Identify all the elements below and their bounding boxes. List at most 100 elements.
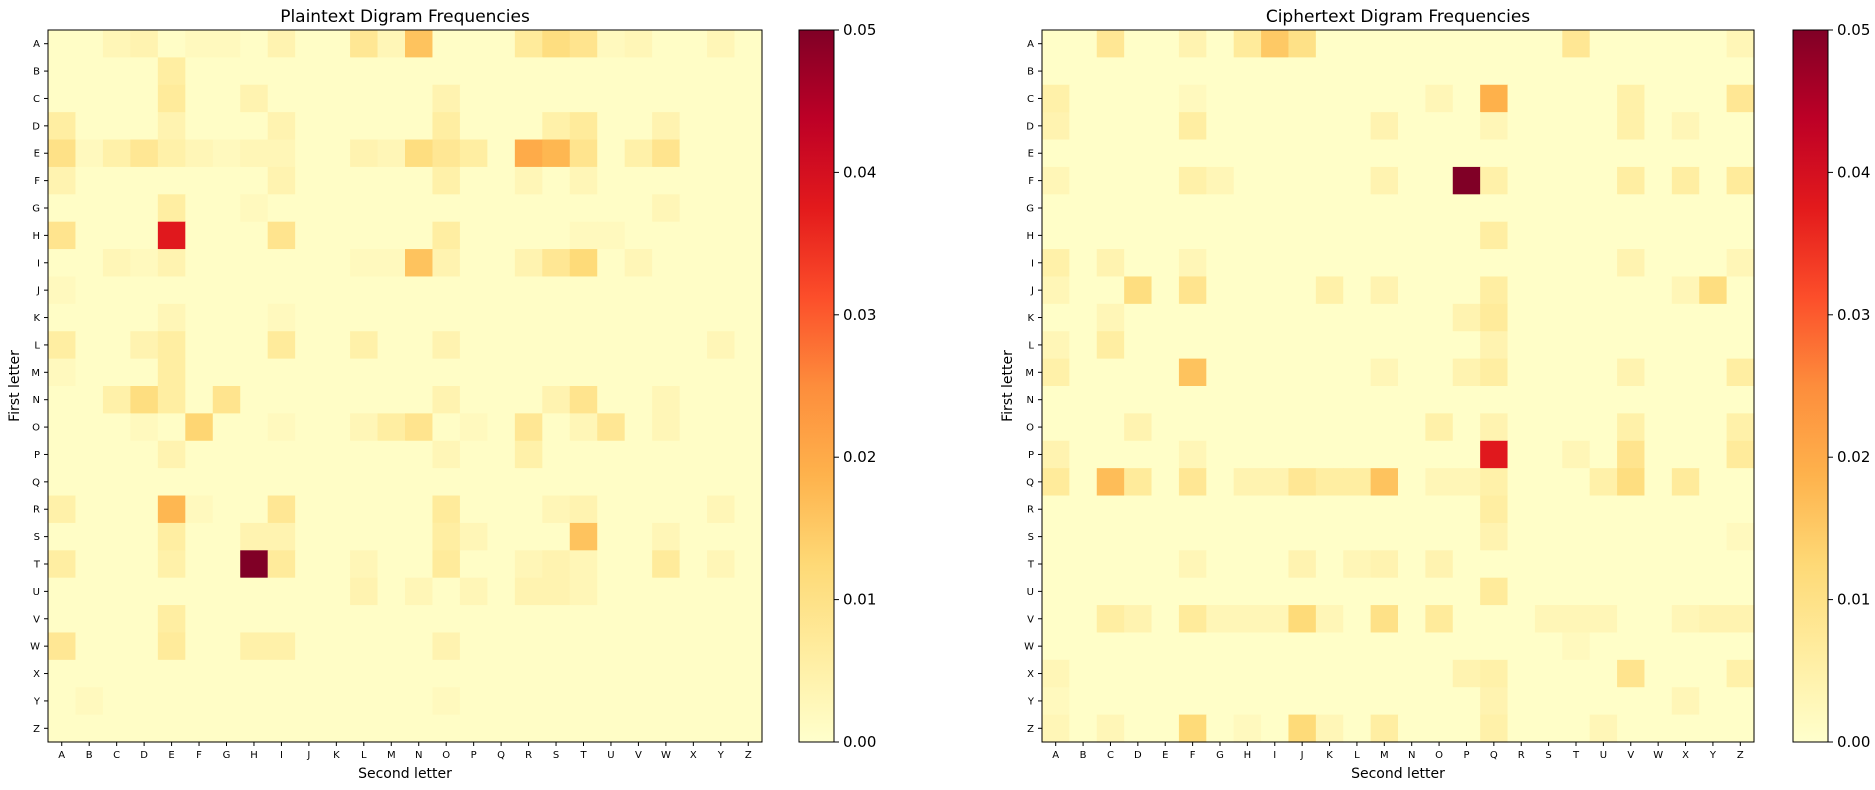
ciphertext-cell-IF <box>1178 249 1207 278</box>
ciphertext-cell-YG <box>1206 687 1235 716</box>
ciphertext-cell-SP <box>1452 522 1481 551</box>
ciphertext-cell-MI <box>1261 358 1290 387</box>
plaintext-cell-MI <box>267 358 296 387</box>
plaintext-cell-GM <box>377 194 406 223</box>
plaintext-cell-XE <box>157 659 186 688</box>
plaintext-cell-CV <box>624 84 653 113</box>
ciphertext-cell-BK <box>1315 57 1344 86</box>
plaintext-chart-title: Plaintext Digram Frequencies <box>280 7 530 27</box>
ciphertext-cell-MR <box>1507 358 1536 387</box>
ciphertext-cell-AZ <box>1726 30 1755 58</box>
plaintext-cell-MY <box>707 358 736 387</box>
plaintext-cell-QV <box>624 468 653 497</box>
plaintext-cell-YN <box>405 687 434 716</box>
plaintext-cell-ND <box>130 386 159 414</box>
plaintext-cell-ZV <box>624 714 653 743</box>
ciphertext-cell-MV <box>1617 358 1646 387</box>
plaintext-cell-ZR <box>514 714 543 743</box>
ciphertext-cell-KL <box>1343 303 1372 332</box>
plaintext-cell-SN <box>405 522 434 551</box>
plaintext-cell-MM <box>377 358 406 387</box>
plaintext-cell-SI <box>267 522 296 551</box>
plaintext-cell-SV <box>624 522 653 551</box>
plaintext-y-tick-label: J <box>36 286 40 297</box>
ciphertext-cell-PH <box>1233 440 1262 469</box>
ciphertext-cell-DY <box>1699 112 1728 141</box>
ciphertext-cell-DS <box>1534 112 1563 141</box>
ciphertext-cell-KW <box>1644 303 1673 332</box>
plaintext-cell-RX <box>679 495 708 524</box>
ciphertext-cell-GP <box>1452 194 1481 223</box>
plaintext-y-tick-label: R <box>33 505 40 516</box>
ciphertext-cell-RG <box>1206 495 1235 524</box>
plaintext-cell-OJ <box>295 413 324 442</box>
plaintext-cell-FQ <box>487 166 516 195</box>
plaintext-cell-HT <box>569 221 598 250</box>
plaintext-cell-WM <box>377 632 406 661</box>
plaintext-cell-OG <box>212 413 241 442</box>
plaintext-cell-OX <box>679 413 708 442</box>
ciphertext-cell-HN <box>1398 221 1426 250</box>
plaintext-cell-XM <box>377 659 406 688</box>
ciphertext-cell-LT <box>1562 331 1591 360</box>
plaintext-cell-ER <box>514 139 543 168</box>
plaintext-cell-JW <box>652 276 681 305</box>
plaintext-cell-FY <box>707 166 736 195</box>
ciphertext-cell-PE <box>1151 440 1180 469</box>
ciphertext-cell-DK <box>1315 112 1344 141</box>
plaintext-cell-QI <box>267 468 296 497</box>
ciphertext-cell-GU <box>1589 194 1618 223</box>
ciphertext-cell-SD <box>1124 522 1153 551</box>
ciphertext-cell-KO <box>1425 303 1454 332</box>
ciphertext-cell-RY <box>1699 495 1728 524</box>
ciphertext-cell-PM <box>1370 440 1399 469</box>
plaintext-cell-GY <box>707 194 736 223</box>
plaintext-x-tick-label: U <box>607 750 614 761</box>
plaintext-x-tick-label: Q <box>497 750 505 761</box>
plaintext-cell-AQ <box>487 30 516 58</box>
plaintext-cell-WG <box>212 632 241 661</box>
ciphertext-cell-ZK <box>1315 714 1344 743</box>
ciphertext-cell-BP <box>1452 57 1481 86</box>
ciphertext-cell-PK <box>1315 440 1344 469</box>
ciphertext-cell-UD <box>1124 577 1153 606</box>
plaintext-cell-YA <box>48 687 77 716</box>
ciphertext-cell-PC <box>1096 440 1125 469</box>
plaintext-cell-ZZ <box>734 714 763 743</box>
ciphertext-cell-ZY <box>1699 714 1728 743</box>
plaintext-cell-AB <box>75 30 104 58</box>
plaintext-cell-VN <box>405 605 434 634</box>
plaintext-cell-TR <box>514 550 543 579</box>
ciphertext-cell-CH <box>1233 84 1262 113</box>
ciphertext-cell-IB <box>1069 249 1098 278</box>
ciphertext-cell-MG <box>1206 358 1235 387</box>
plaintext-cell-AW <box>652 30 681 58</box>
ciphertext-cell-UF <box>1178 577 1207 606</box>
ciphertext-cell-DT <box>1562 112 1591 141</box>
plaintext-cell-NX <box>679 386 708 414</box>
plaintext-cell-SX <box>679 522 708 551</box>
ciphertext-cell-RX <box>1671 495 1700 524</box>
ciphertext-cell-JS <box>1534 276 1563 305</box>
plaintext-cell-AC <box>102 30 131 58</box>
plaintext-cell-KE <box>157 303 186 332</box>
ciphertext-cell-ZJ <box>1288 714 1317 743</box>
ciphertext-cell-NB <box>1069 386 1098 414</box>
plaintext-cell-XC <box>102 659 131 688</box>
ciphertext-cell-IR <box>1507 249 1536 278</box>
ciphertext-cell-HW <box>1644 221 1673 250</box>
ciphertext-cell-QI <box>1261 468 1290 497</box>
ciphertext-cell-II <box>1261 249 1290 278</box>
ciphertext-cell-LZ <box>1726 331 1755 360</box>
ciphertext-cell-WL <box>1343 632 1372 661</box>
ciphertext-cell-NS <box>1534 386 1563 414</box>
plaintext-x-tick-label: X <box>690 750 697 761</box>
plaintext-cell-XF <box>185 659 214 688</box>
ciphertext-cell-SV <box>1617 522 1646 551</box>
ciphertext-cell-HT <box>1562 221 1591 250</box>
ciphertext-y-tick-label: D <box>1026 121 1034 132</box>
plaintext-cell-MT <box>569 358 598 387</box>
ciphertext-cell-LA <box>1042 331 1070 360</box>
plaintext-cell-PR <box>514 440 543 469</box>
plaintext-cell-TU <box>597 550 626 579</box>
